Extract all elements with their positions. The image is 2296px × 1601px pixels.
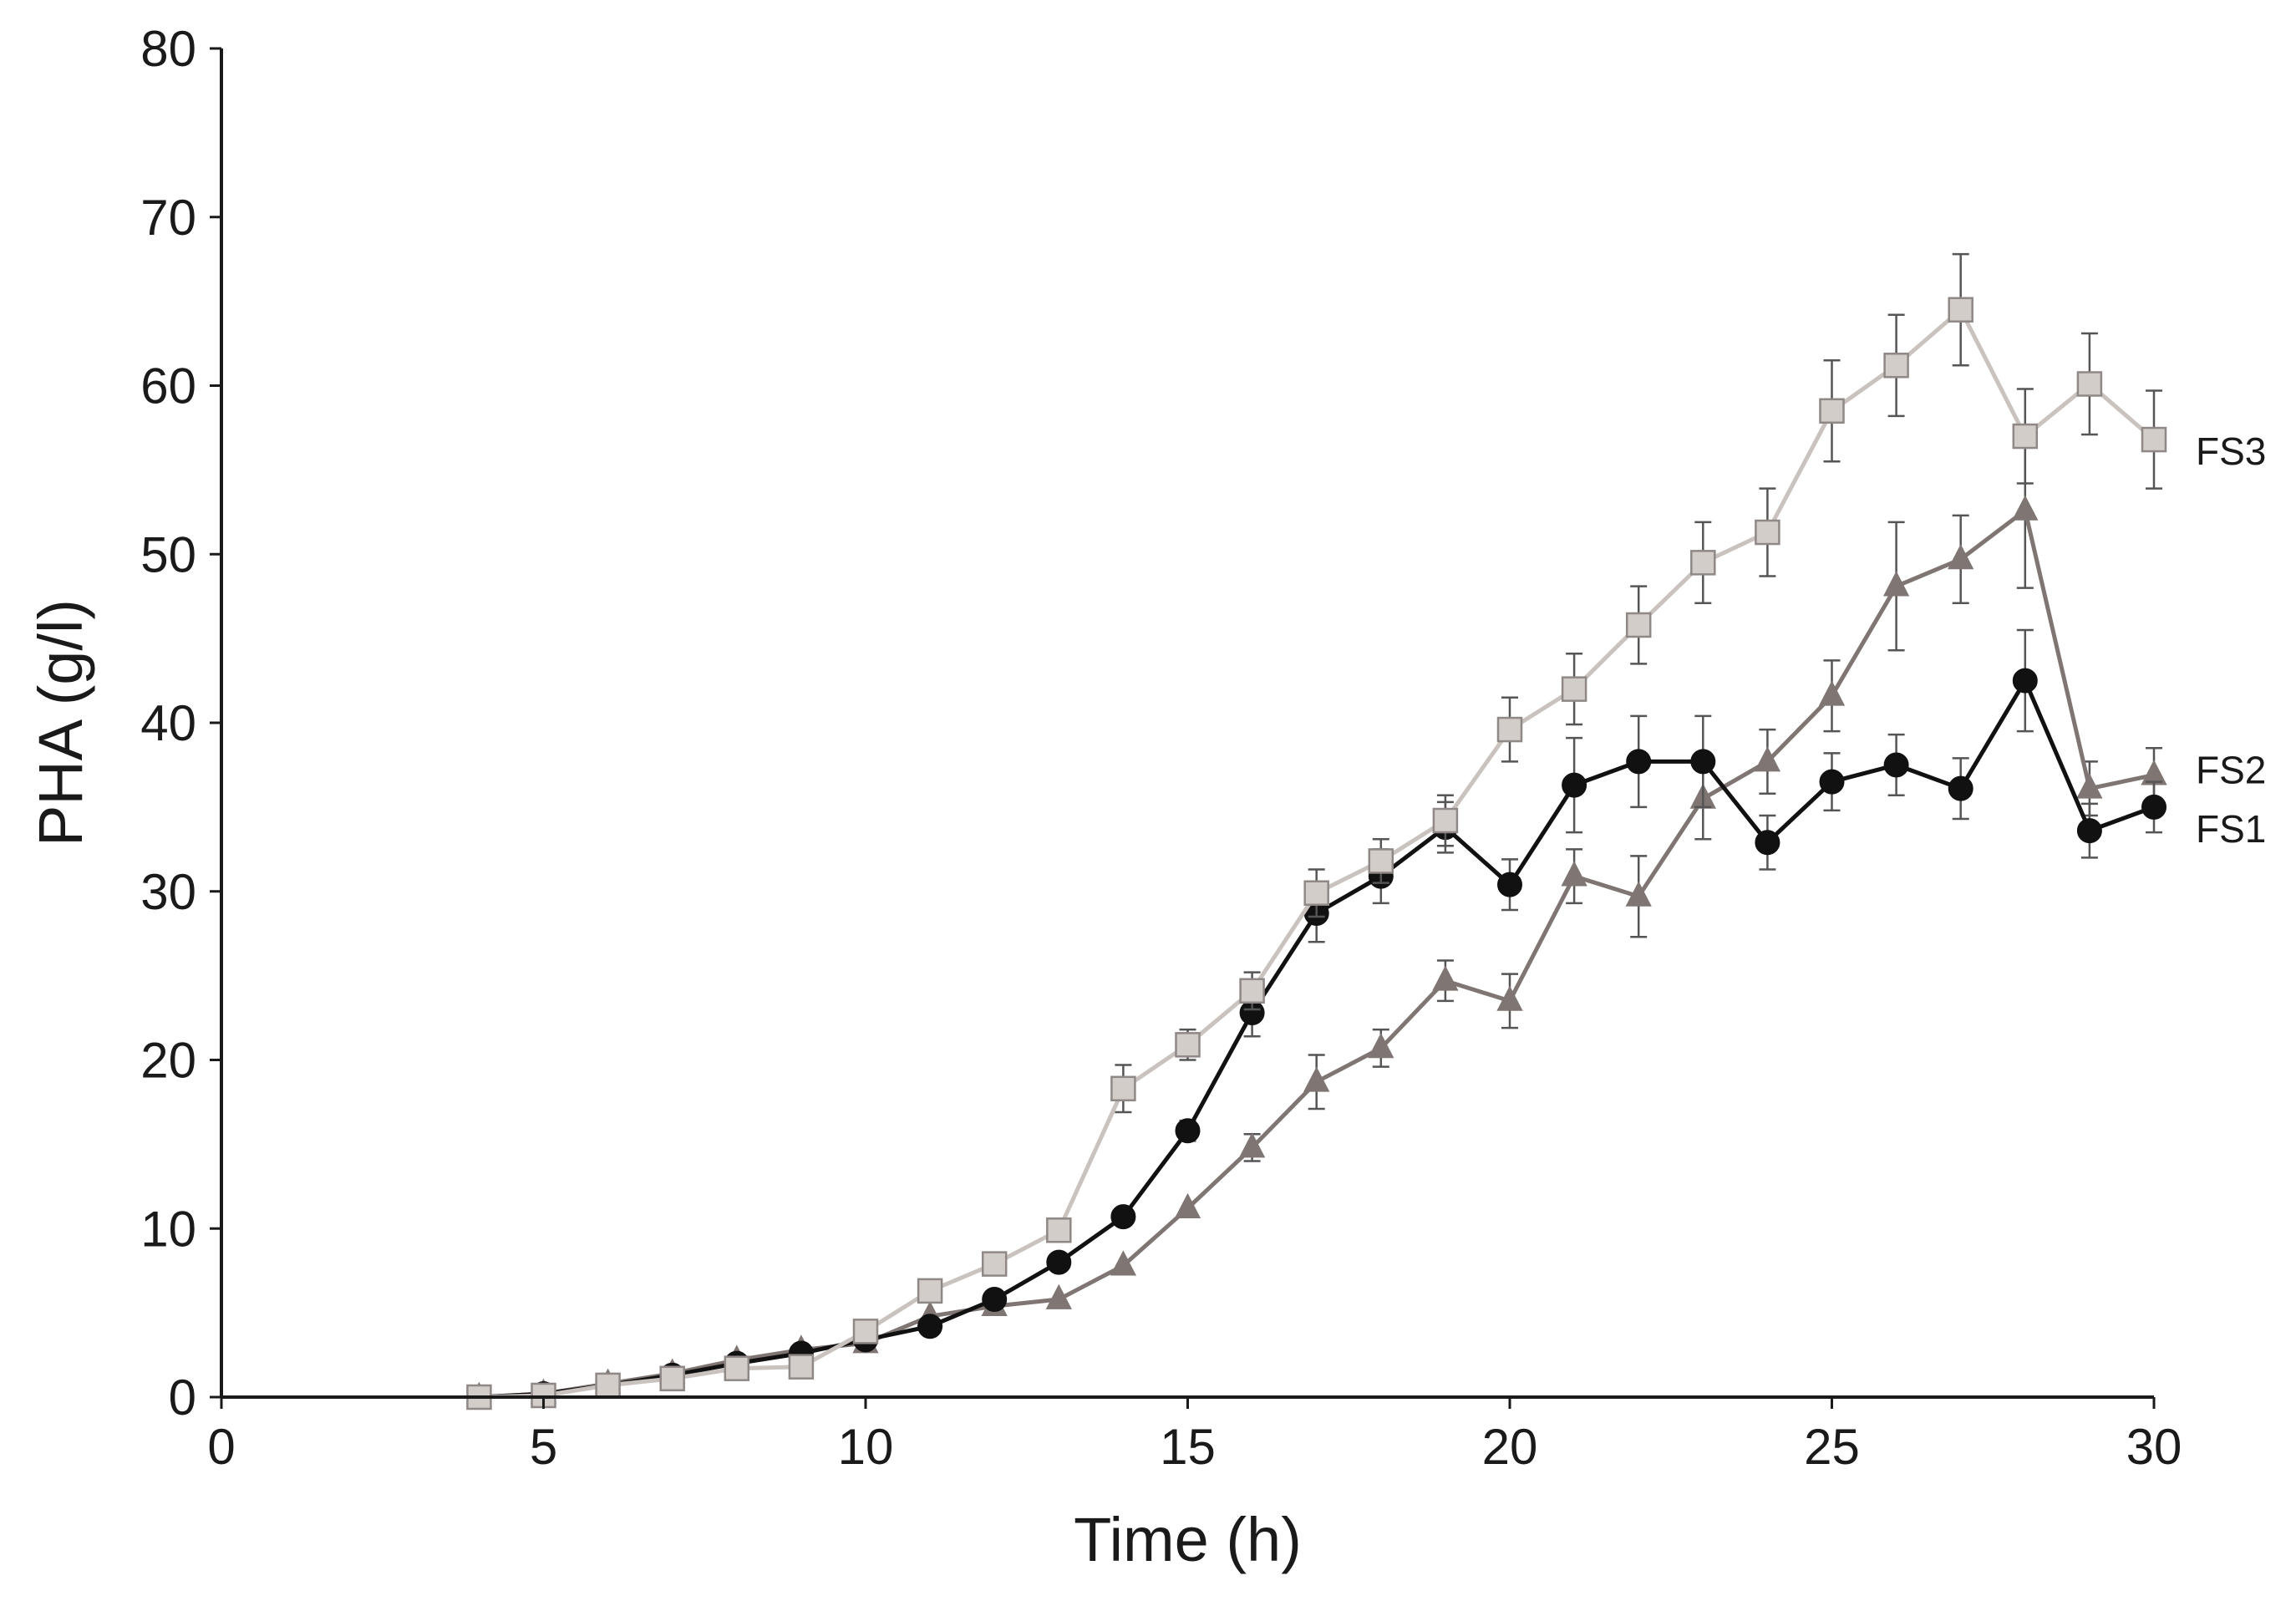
data-point (1110, 1204, 1136, 1230)
data-point (659, 1365, 685, 1392)
y-tick-label: 60 (140, 358, 196, 414)
data-point (917, 1278, 943, 1304)
data-point (1690, 749, 1716, 775)
y-tick-label: 40 (140, 695, 196, 751)
data-point (1690, 550, 1716, 576)
data-point (1882, 571, 1910, 597)
x-tick-label: 0 (207, 1419, 235, 1475)
y-tick-label: 10 (140, 1201, 196, 1257)
data-point (1625, 612, 1652, 638)
data-point (1561, 861, 1587, 887)
data-point (1948, 775, 1973, 801)
data-point (1819, 398, 1845, 424)
y-tick-label: 20 (140, 1033, 196, 1089)
data-point (852, 1319, 879, 1344)
data-point (1303, 1066, 1330, 1092)
x-axis-title: Time (h) (1074, 1505, 1302, 1574)
data-point (2141, 794, 2166, 820)
data-point (1883, 353, 1909, 379)
data-point (1303, 880, 1329, 907)
series-line (479, 508, 2155, 1400)
series-labels: FS1 FS2 FS3 (2196, 429, 2266, 851)
y-tick-label: 70 (140, 190, 196, 246)
data-point (724, 1355, 750, 1381)
series-fs1 (466, 628, 2166, 1410)
data-point (788, 1354, 815, 1380)
data-point (1110, 1075, 1136, 1102)
x-tick-label: 20 (1482, 1419, 1538, 1475)
series-fs3 (466, 252, 2167, 1410)
series-label-fs3: FS3 (2196, 429, 2266, 473)
data-point (2076, 773, 2103, 799)
data-point (1755, 830, 1780, 856)
x-tick-label: 30 (2126, 1419, 2182, 1475)
data-point (2076, 818, 2102, 844)
data-point (1046, 1249, 1072, 1275)
data-point (1561, 676, 1587, 702)
y-tick-label: 80 (140, 21, 196, 77)
data-point (1496, 985, 1523, 1011)
series-label-fs1: FS1 (2196, 807, 2266, 851)
data-point (1625, 881, 1652, 907)
data-point (1175, 1118, 1201, 1144)
y-tick-label: 30 (140, 864, 196, 920)
data-point (1818, 680, 1846, 706)
data-point (1562, 772, 1587, 798)
data-point (2141, 426, 2167, 453)
data-point (1754, 746, 1781, 772)
data-point (1819, 769, 1845, 795)
data-point (1045, 1283, 1072, 1309)
data-point (1496, 716, 1523, 743)
data-point (982, 1286, 1008, 1312)
data-point (2012, 495, 2039, 521)
data-point (1755, 519, 1780, 546)
data-point (1883, 752, 1909, 778)
series-line (479, 307, 2156, 1400)
data-point (1175, 1032, 1201, 1058)
x-tick-label: 5 (530, 1419, 557, 1475)
data-point (1239, 978, 1265, 1004)
data-point (1432, 965, 1459, 991)
data-point (1046, 1217, 1072, 1243)
data-point (917, 1314, 943, 1339)
data-point (1948, 297, 1973, 323)
data-point (1368, 848, 1394, 874)
data-point (595, 1372, 621, 1399)
x-tick-label: 15 (1160, 1419, 1216, 1475)
y-tick-label: 50 (140, 526, 196, 582)
data-point (1626, 749, 1652, 775)
data-point (1497, 872, 1522, 897)
series-label-fs2: FS2 (2196, 749, 2266, 792)
y-axis-ticks: 0 10 20 30 40 50 60 70 80 (140, 21, 221, 1426)
data-point (1948, 544, 1974, 570)
data-point (1110, 1250, 1137, 1276)
data-point (2012, 668, 2038, 694)
y-tick-label: 0 (169, 1370, 196, 1426)
x-axis-ticks: 0 5 10 15 20 25 30 (207, 1397, 2182, 1475)
data-point (1368, 1033, 1394, 1059)
data-point (2076, 371, 2103, 397)
series-line (479, 679, 2155, 1400)
data-point (981, 1251, 1008, 1277)
x-tick-label: 25 (1804, 1419, 1860, 1475)
data-point (1238, 1132, 1266, 1158)
data-point (2012, 423, 2039, 450)
y-axis-title: PHA (g/l) (26, 599, 95, 846)
plot-area (465, 252, 2167, 1410)
data-point (1174, 1192, 1201, 1218)
data-point (1432, 807, 1459, 834)
x-tick-label: 10 (838, 1419, 894, 1475)
